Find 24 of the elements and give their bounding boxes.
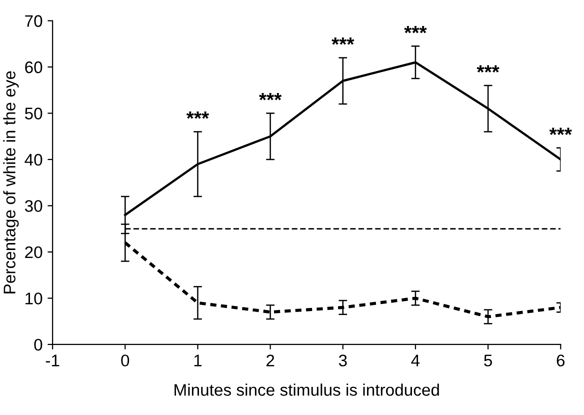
annotation: *** bbox=[476, 65, 500, 73]
y-tick-label: 10 bbox=[26, 292, 42, 304]
x-tick-label: 3 bbox=[338, 354, 347, 366]
x-tick-label: 6 bbox=[556, 354, 565, 366]
x-tick-label: -1 bbox=[46, 354, 60, 366]
x-tick-label: 1 bbox=[194, 354, 202, 366]
x-tick-label: 4 bbox=[411, 354, 420, 366]
y-tick-label: 60 bbox=[25, 61, 42, 74]
y-tick-label: 20 bbox=[25, 246, 42, 258]
annotation: *** bbox=[549, 128, 572, 135]
x-axis-title: Minutes since stimulus is introduced bbox=[174, 384, 439, 396]
y-tick-label: 70 bbox=[25, 15, 42, 27]
annotation: *** bbox=[186, 112, 210, 119]
x-tick-label: 0 bbox=[121, 354, 130, 366]
y-tick-label: 40 bbox=[24, 154, 42, 166]
annotation: *** bbox=[404, 26, 427, 34]
x-tick-label: 5 bbox=[484, 354, 492, 366]
annotation: *** bbox=[332, 38, 354, 45]
x-tick-label: 2 bbox=[266, 354, 274, 366]
y-axis-title: Percentage of white in the eye bbox=[3, 71, 19, 294]
annotation: *** bbox=[259, 93, 282, 100]
y-tick-label: 50 bbox=[24, 108, 42, 120]
y-tick-label: 30 bbox=[24, 200, 42, 212]
y-tick-label: 0 bbox=[34, 338, 42, 351]
